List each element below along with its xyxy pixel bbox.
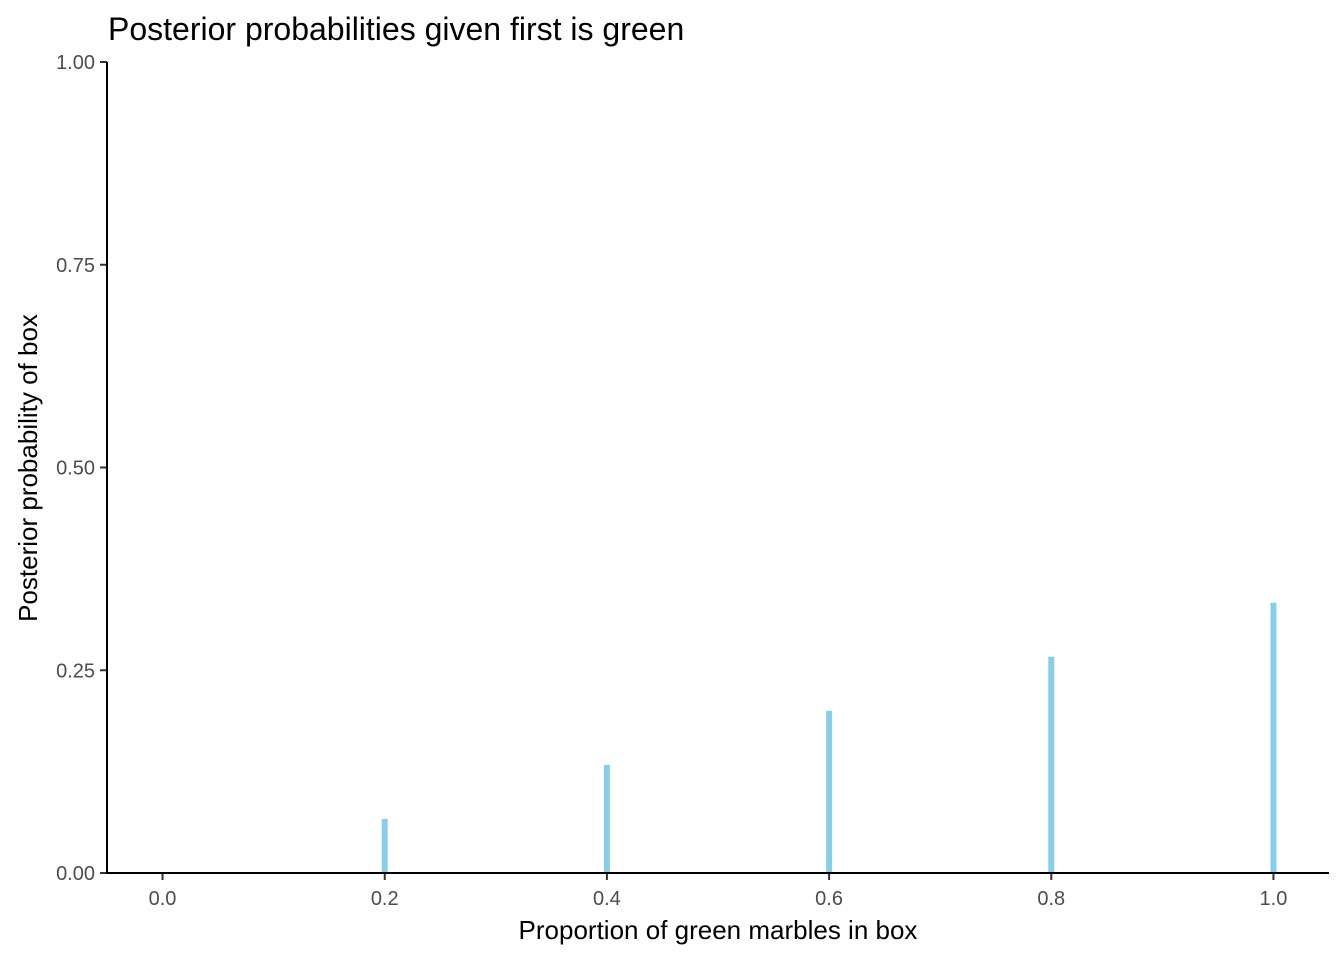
y-axis-ticks: 0.00 0.25 0.50 0.75 1.00 [56,52,107,885]
x-axis-ticks: 0.0 0.2 0.4 0.6 0.8 1.0 [149,873,1288,910]
x-tick-label: 0.6 [815,888,843,910]
y-tick-label: 0.50 [56,458,95,480]
bar [826,710,833,873]
x-tick-label: 1.0 [1260,888,1288,910]
y-tick-label: 0.75 [56,255,95,277]
x-tick-label: 0.4 [593,888,621,910]
x-tick-label: 0.2 [371,888,399,910]
x-axis-title: Proportion of green marbles in box [519,915,918,945]
bars-group [381,602,1277,873]
bar [1270,602,1277,873]
y-axis-title: Posterior probability of box [13,314,43,622]
chart-title: Posterior probabilities given first is g… [108,11,684,47]
y-tick-label: 0.25 [56,660,95,682]
y-tick-label: 1.00 [56,52,95,74]
x-tick-label: 0.8 [1037,888,1065,910]
bar [381,818,388,873]
x-tick-label: 0.0 [149,888,177,910]
y-tick-label: 0.00 [56,863,95,885]
bar [603,764,610,873]
bar [1048,656,1055,873]
